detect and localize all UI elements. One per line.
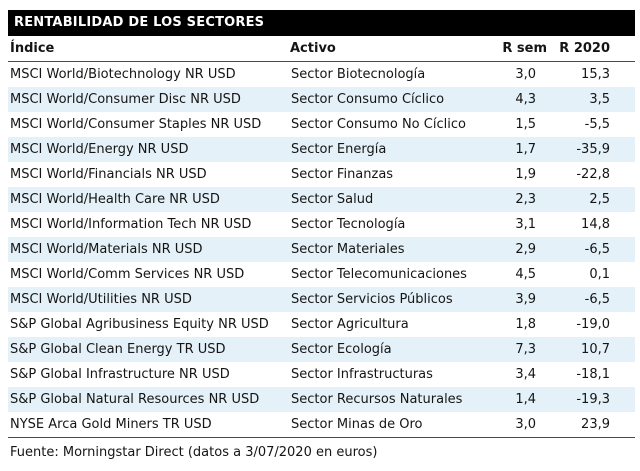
table-row: S&P Global Clean Energy TR USD Sector Ec… xyxy=(8,337,635,362)
table-row: MSCI World/Energy NR USD Sector Energía … xyxy=(8,137,635,162)
cell-r-sem: 4,3 xyxy=(515,92,536,107)
cell-r-sem: 4,5 xyxy=(515,267,536,282)
table-row: NYSE Arca Gold Miners TR USD Sector Mina… xyxy=(8,412,635,438)
cell-r-2020: 15,3 xyxy=(581,67,610,82)
table-row: MSCI World/Information Tech NR USD Secto… xyxy=(8,212,635,237)
table-row: MSCI World/Consumer Disc NR USD Sector C… xyxy=(8,87,635,112)
cell-r-2020: 10,7 xyxy=(581,342,610,357)
cell-indice: MSCI World/Consumer Disc NR USD xyxy=(10,92,241,107)
source-note: Fuente: Morningstar Direct (datos a 3/07… xyxy=(10,445,378,460)
cell-activo: Sector Minas de Oro xyxy=(290,412,500,438)
table-body: MSCI World/Biotechnology NR USD Sector B… xyxy=(8,62,635,438)
cell-r-2020: -22,8 xyxy=(576,167,610,182)
cell-indice: S&P Global Infrastructure NR USD xyxy=(10,367,230,382)
column-header-r-sem: R sem xyxy=(500,36,547,62)
cell-r-2020: -6,5 xyxy=(584,292,610,307)
cell-activo: Sector Finanzas xyxy=(291,167,394,182)
table-row: S&P Global Agribusiness Equity NR USD Se… xyxy=(8,312,635,337)
cell-r-2020: -19,0 xyxy=(576,317,610,332)
cell-activo: Sector Recursos Naturales xyxy=(291,392,463,407)
cell-r-2020: 3,5 xyxy=(589,92,610,107)
table-row: S&P Global Infrastructure NR USD Sector … xyxy=(8,362,635,387)
cell-indice: S&P Global Agribusiness Equity NR USD xyxy=(10,317,269,332)
column-header-r-2020: R 2020 xyxy=(547,36,635,62)
cell-r-sem: 1,9 xyxy=(515,167,536,182)
cell-r-2020: -35,9 xyxy=(576,142,610,157)
cell-activo: Sector Ecología xyxy=(291,342,392,357)
cell-r-2020: -6,5 xyxy=(584,242,610,257)
cell-indice: MSCI World/Biotechnology NR USD xyxy=(10,67,236,82)
cell-activo: Sector Telecomunicaciones xyxy=(291,267,467,282)
table-row: MSCI World/Financials NR USD Sector Fina… xyxy=(8,162,635,187)
cell-indice: MSCI World/Financials NR USD xyxy=(10,167,207,182)
cell-activo: Sector Biotecnología xyxy=(291,67,426,82)
cell-indice: MSCI World/Energy NR USD xyxy=(10,142,189,157)
cell-activo: Sector Salud xyxy=(291,192,374,207)
cell-r-sem: 2,3 xyxy=(515,192,536,207)
cell-r-sem: 3,0 xyxy=(500,412,547,438)
cell-indice: S&P Global Clean Energy TR USD xyxy=(10,342,226,357)
cell-activo: Sector Infrastructuras xyxy=(291,367,433,382)
column-header-activo: Activo xyxy=(290,36,500,62)
cell-activo: Sector Agricultura xyxy=(291,317,409,332)
table-row: S&P Global Natural Resources NR USD Sect… xyxy=(8,387,635,412)
table-title: RENTABILIDAD DE LOS SECTORES xyxy=(8,10,635,36)
cell-activo: Sector Tecnología xyxy=(291,217,406,232)
cell-activo: Sector Servicios Públicos xyxy=(291,292,453,307)
table-row: MSCI World/Utilities NR USD Sector Servi… xyxy=(8,287,635,312)
cell-indice: MSCI World/Consumer Staples NR USD xyxy=(10,117,262,132)
cell-r-2020: 23,9 xyxy=(547,412,635,438)
cell-indice: S&P Global Natural Resources NR USD xyxy=(10,392,260,407)
cell-indice: MSCI World/Comm Services NR USD xyxy=(10,267,245,282)
cell-activo: Sector Energía xyxy=(291,142,387,157)
cell-r-sem: 1,5 xyxy=(515,117,536,132)
cell-r-2020: -18,1 xyxy=(576,367,610,382)
table-row: MSCI World/Comm Services NR USD Sector T… xyxy=(8,262,635,287)
cell-indice: NYSE Arca Gold Miners TR USD xyxy=(8,412,290,438)
table-row: MSCI World/Consumer Staples NR USD Secto… xyxy=(8,112,635,137)
sector-returns-table: Índice Activo R sem R 2020 MSCI World/Bi… xyxy=(8,36,635,438)
cell-r-2020: 0,1 xyxy=(589,267,610,282)
cell-activo: Sector Consumo No Cíclico xyxy=(291,117,466,132)
cell-r-2020: 14,8 xyxy=(581,217,610,232)
table-row: MSCI World/Materials NR USD Sector Mater… xyxy=(8,237,635,262)
cell-r-sem: 3,1 xyxy=(515,217,536,232)
cell-r-sem: 1,8 xyxy=(515,317,536,332)
table-row: MSCI World/Biotechnology NR USD Sector B… xyxy=(8,62,635,88)
cell-indice: MSCI World/Health Care NR USD xyxy=(10,192,220,207)
cell-r-2020: -5,5 xyxy=(584,117,610,132)
cell-indice: MSCI World/Materials NR USD xyxy=(10,242,203,257)
cell-r-sem: 3,4 xyxy=(515,367,536,382)
cell-activo: Sector Materiales xyxy=(291,242,405,257)
cell-r-sem: 3,9 xyxy=(515,292,536,307)
cell-r-sem: 3,0 xyxy=(515,67,536,82)
cell-r-sem: 2,9 xyxy=(515,242,536,257)
column-header-indice: Índice xyxy=(8,36,290,62)
cell-r-2020: 2,5 xyxy=(589,192,610,207)
cell-r-2020: -19,3 xyxy=(576,392,610,407)
table-row: MSCI World/Health Care NR USD Sector Sal… xyxy=(8,187,635,212)
sector-returns-table-area: RENTABILIDAD DE LOS SECTORES Índice Acti… xyxy=(8,10,635,460)
table-header: Índice Activo R sem R 2020 xyxy=(8,36,635,62)
cell-r-sem: 7,3 xyxy=(515,342,536,357)
cell-indice: MSCI World/Utilities NR USD xyxy=(10,292,192,307)
cell-indice: MSCI World/Information Tech NR USD xyxy=(10,217,252,232)
cell-r-sem: 1,7 xyxy=(515,142,536,157)
cell-r-sem: 1,4 xyxy=(515,392,536,407)
cell-activo: Sector Consumo Cíclico xyxy=(291,92,445,107)
